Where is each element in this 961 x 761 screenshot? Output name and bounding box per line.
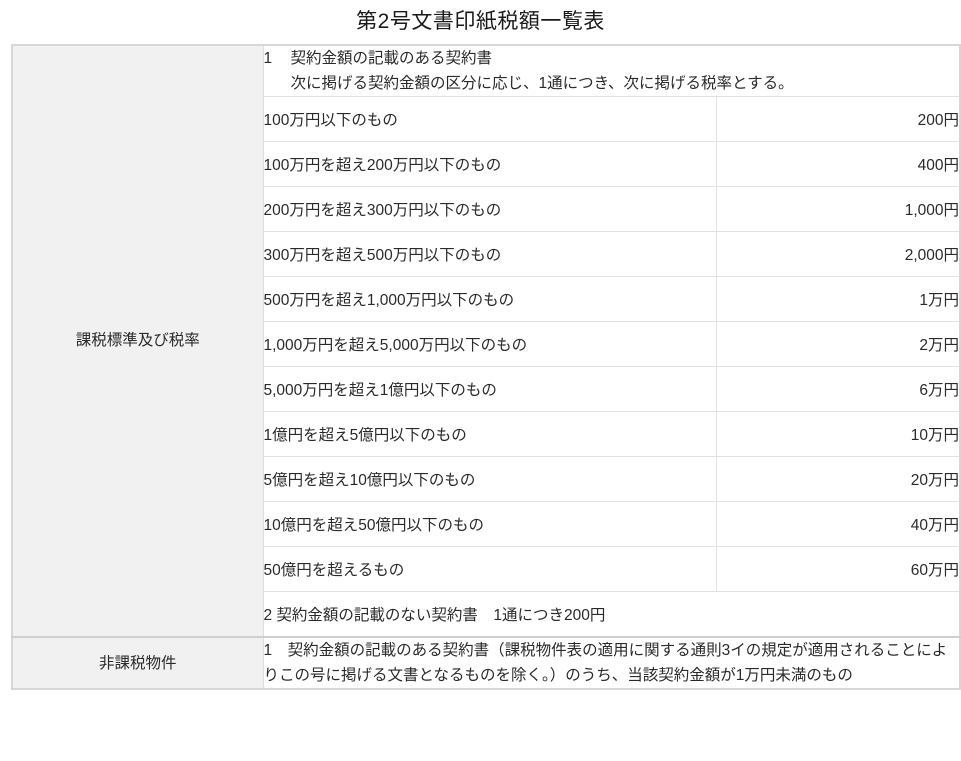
bracket-description: 50億円を超えるもの: [262, 546, 718, 593]
bracket-description: 1,000万円を超え5,000万円以下のもの: [262, 321, 718, 368]
bracket-description: 100万円を超え200万円以下のもの: [262, 141, 718, 188]
bracket-description: 5,000万円を超え1億円以下のもの: [262, 366, 718, 413]
exemption-body-cell: 1 契約金額の記載のある契約書（課税物件表の適用に関する通則3イの規定が適用され…: [262, 636, 961, 690]
table-row: 300万円を超え500万円以下のもの 2,000円: [12, 231, 961, 278]
table-row: 100万円を超え200万円以下のもの 400円: [12, 141, 961, 188]
bracket-description: 200万円を超え300万円以下のもの: [262, 186, 718, 233]
bracket-amount: 1,000円: [716, 186, 961, 233]
table-row: 1億円を超え5億円以下のもの 10万円: [12, 411, 961, 458]
table-row-intro: 課税標準及び税率 1 契約金額の記載のある契約書 次に掲げる契約金額の区分に応じ、…: [11, 44, 961, 638]
intro-cell-item1: 1 契約金額の記載のある契約書 次に掲げる契約金額の区分に応じ、1通につき、次に掲…: [262, 44, 961, 98]
table-row: 5億円を超え10億円以下のもの 20万円: [12, 456, 961, 503]
page-title: 第2号文書印紙税額一覧表: [356, 10, 605, 33]
bracket-amount: 6万円: [716, 366, 961, 413]
bracket-amount: 2万円: [716, 321, 961, 368]
table-row: 10億円を超え50億円以下のもの 40万円: [12, 501, 961, 548]
table-row-exemption: 非課税物件 1 契約金額の記載のある契約書（課税物件表の適用に関する通則3イの規…: [11, 636, 961, 690]
exemption-body-text: 1 契約金額の記載のある契約書（課税物件表の適用に関する通則3イの規定が適用され…: [263, 642, 948, 685]
bracket-amount: 2,000円: [716, 231, 961, 278]
bracket-description: 500万円を超え1,000万円以下のもの: [262, 276, 718, 323]
bracket-description: 1億円を超え5億円以下のもの: [262, 411, 718, 458]
table-row: 100万円以下のもの 200円: [12, 96, 961, 143]
intro-line-1: 1 契約金額の記載のある契約書: [264, 46, 960, 71]
bracket-description: 100万円以下のもの: [262, 96, 718, 143]
table-row: 5,000万円を超え1億円以下のもの 6万円: [12, 366, 961, 413]
bracket-amount: 40万円: [716, 501, 961, 548]
bracket-amount: 1万円: [716, 276, 961, 323]
intro-line-2: 次に掲げる契約金額の区分に応じ、1通につき、次に掲げる税率とする。: [290, 75, 794, 93]
table-row: 500万円を超え1,000万円以下のもの 1万円: [12, 276, 961, 323]
bracket-description: 10億円を超え50億円以下のもの: [262, 501, 718, 548]
stub-label-tax-base-and-rate: 課税標準及び税率: [75, 332, 200, 350]
table-row: 50億円を超えるもの 60万円: [12, 546, 961, 593]
stub-label-exempt-items: 非課税物件: [98, 654, 177, 672]
table-row: 200万円を超え300万円以下のもの 1,000円: [12, 186, 961, 233]
bracket-amount: 200円: [716, 96, 961, 143]
stub-cell-tax-base-and-rate: 課税標準及び税率: [11, 44, 264, 638]
intro-marker-number: 1: [263, 50, 273, 67]
stamp-duty-table: 課税標準及び税率 1 契約金額の記載のある契約書 次に掲げる契約金額の区分に応じ、…: [11, 44, 961, 691]
stub-cell-exempt-items: 非課税物件: [11, 636, 264, 690]
bracket-amount: 400円: [716, 141, 961, 188]
intro-heading-text: 契約金額の記載のある契約書: [290, 50, 493, 67]
bracket-description: 5億円を超え10億円以下のもの: [262, 456, 718, 503]
bracket-amount: 10万円: [716, 411, 961, 458]
note-cell-item2: 2 契約金額の記載のない契約書 1通につき200円: [262, 591, 961, 638]
bracket-amount: 60万円: [716, 546, 961, 593]
table-row: 1,000万円を超え5,000万円以下のもの 2万円: [12, 321, 961, 368]
bracket-amount: 20万円: [716, 456, 961, 503]
bracket-description: 300万円を超え500万円以下のもの: [262, 231, 718, 278]
table-body: 課税標準及び税率 1 契約金額の記載のある契約書 次に掲げる契約金額の区分に応じ、…: [11, 44, 961, 690]
